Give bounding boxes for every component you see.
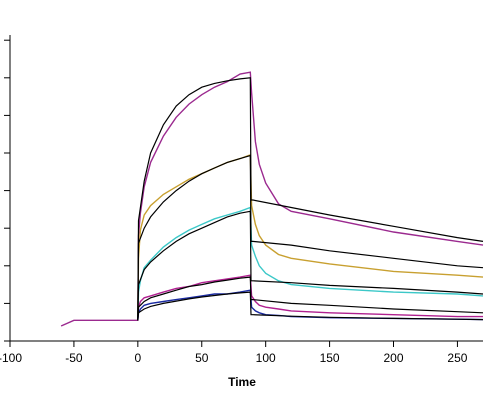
axes-group bbox=[9, 35, 483, 342]
x-tick-label: 100 bbox=[256, 351, 276, 365]
data-series-line bbox=[60, 71, 484, 327]
fit-curve-line bbox=[137, 210, 484, 321]
ticks-group: -100 -50 0 50 100 150 200 250 bbox=[0, 39, 468, 365]
fit-curve-line bbox=[137, 276, 484, 321]
fit-curves-group bbox=[137, 77, 484, 321]
data-series-line bbox=[137, 274, 483, 321]
x-tick-label: -100 bbox=[0, 351, 22, 365]
x-tick-label: 250 bbox=[447, 351, 467, 365]
fit-curve-line bbox=[137, 77, 484, 321]
data-series-line bbox=[137, 206, 484, 321]
fit-curve-line bbox=[137, 291, 484, 321]
x-tick-label: 200 bbox=[383, 351, 403, 365]
x-tick-label: 0 bbox=[134, 351, 141, 365]
x-tick-label: 50 bbox=[195, 351, 209, 365]
series-group bbox=[60, 71, 484, 327]
fit-curve-line bbox=[137, 154, 484, 321]
x-axis-label: Time bbox=[228, 375, 256, 389]
x-tick-label: 150 bbox=[320, 351, 340, 365]
x-tick-label: -50 bbox=[65, 351, 83, 365]
